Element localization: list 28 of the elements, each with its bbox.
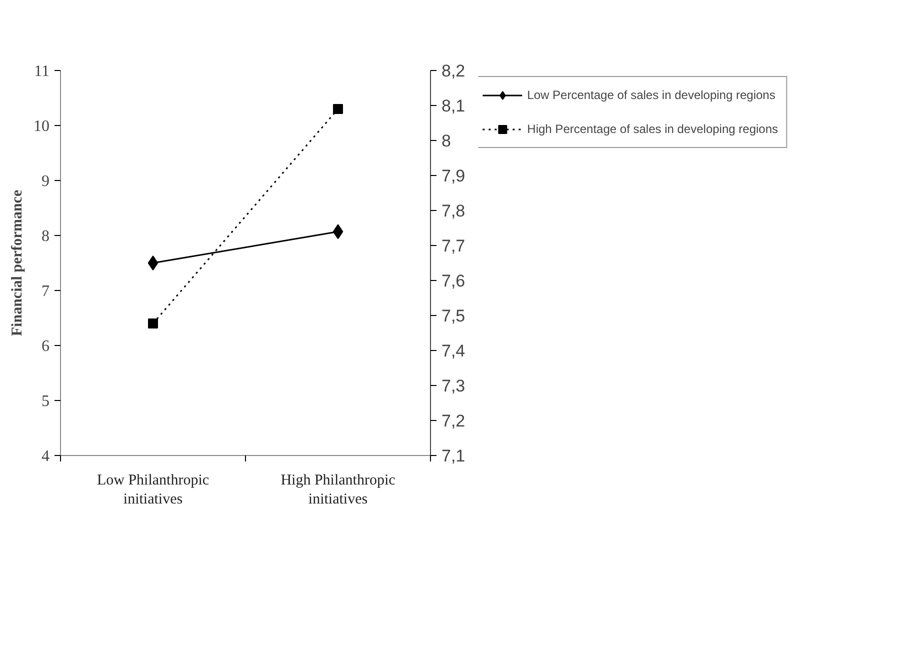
y2-tick-label: 7,5 — [442, 306, 466, 326]
y2-tick-label: 7,1 — [442, 446, 466, 466]
y2-tick-label: 7,9 — [442, 166, 466, 186]
y2-tick-label: 8 — [442, 132, 451, 150]
y-tick-label: 9 — [42, 173, 50, 190]
y-tick-label: 11 — [34, 63, 50, 80]
legend-label: High Percentage of sales in developing regions — [527, 122, 778, 136]
y-tick-label: 4 — [42, 448, 50, 465]
x-tick-label: Low Philanthropic initiatives — [96, 472, 210, 508]
y-tick-label: 6 — [42, 338, 50, 355]
y2-tick-label: 8,1 — [442, 96, 466, 116]
y-tick-label: 5 — [42, 393, 50, 410]
y2-tick-label: 7,3 — [442, 376, 466, 396]
y-tick-label: 8 — [42, 228, 50, 245]
y-tick-label: 7 — [42, 283, 50, 300]
point — [148, 256, 158, 270]
x-tick-label: High Philanthropic initiatives — [280, 472, 396, 508]
point — [333, 104, 343, 114]
y2-tick-label: 7,7 — [442, 236, 466, 256]
legend-label: Low Percentage of sales in developing regions — [527, 88, 776, 102]
y-axis-title: Financial performance — [10, 190, 26, 336]
y2-tick-label: 7,2 — [442, 412, 466, 430]
y2-tick-label: 7,6 — [442, 272, 466, 290]
y-tick-label: 10 — [34, 118, 50, 135]
y2-tick-label: 8,2 — [442, 62, 466, 80]
y2-tick-label: 7,8 — [442, 202, 466, 220]
y2-tick-label: 7,4 — [442, 342, 466, 360]
point — [148, 318, 158, 328]
